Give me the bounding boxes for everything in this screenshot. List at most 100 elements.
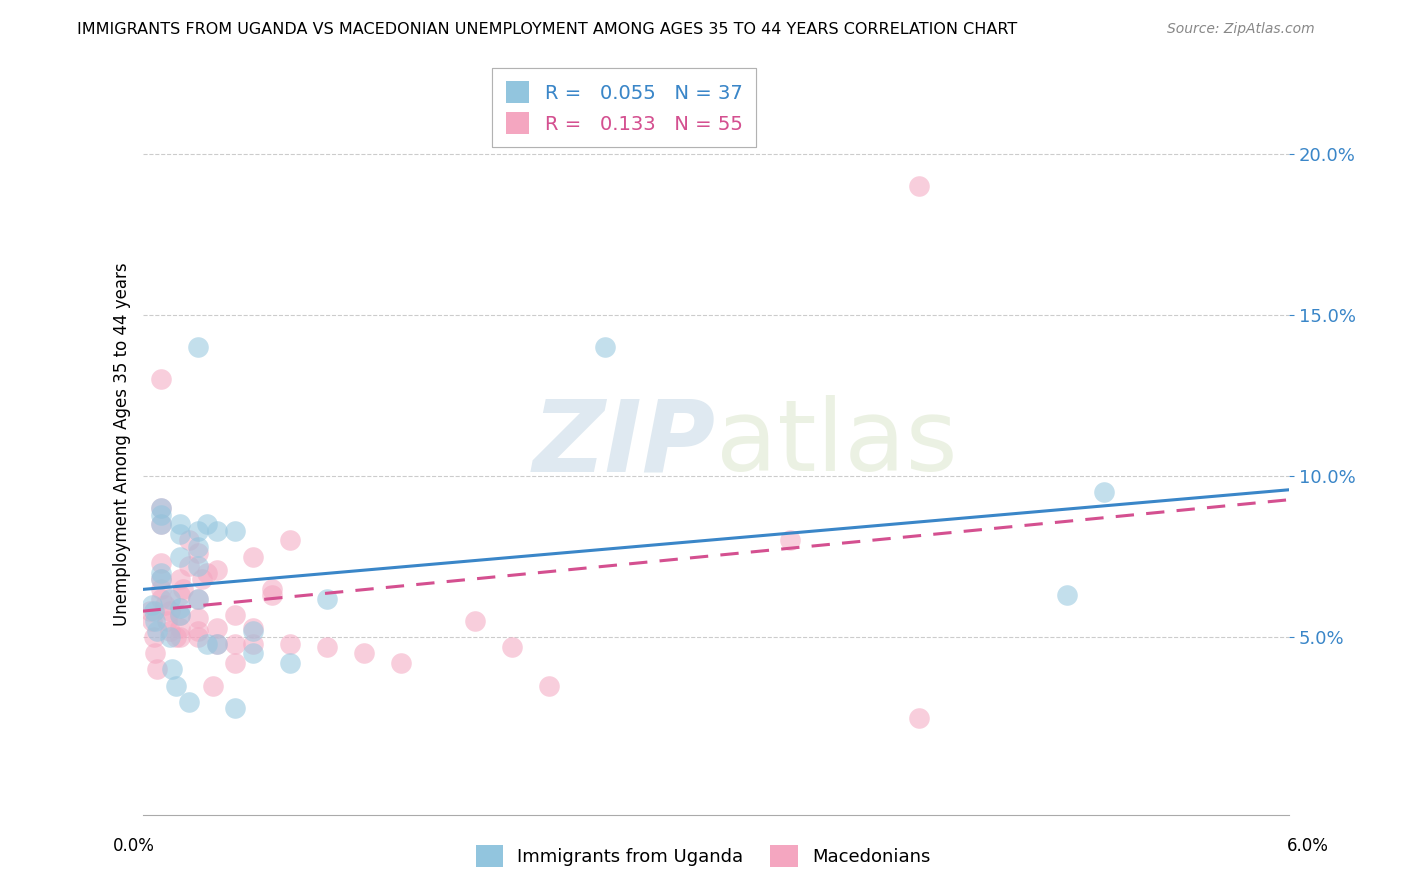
Point bbox=[142, 604, 165, 618]
Point bbox=[150, 556, 173, 570]
Point bbox=[150, 591, 173, 606]
Point bbox=[177, 559, 200, 574]
Point bbox=[187, 340, 209, 354]
Point bbox=[187, 591, 209, 606]
Point bbox=[187, 559, 209, 574]
Point bbox=[201, 679, 224, 693]
Point bbox=[159, 630, 181, 644]
Point bbox=[169, 607, 191, 622]
Point bbox=[908, 711, 931, 725]
Point bbox=[205, 562, 228, 576]
Point bbox=[260, 582, 283, 596]
Point bbox=[150, 372, 173, 386]
Point bbox=[160, 663, 183, 677]
Point bbox=[224, 656, 246, 670]
Point bbox=[139, 604, 162, 618]
Point bbox=[195, 637, 218, 651]
Text: 6.0%: 6.0% bbox=[1286, 837, 1329, 855]
Text: IMMIGRANTS FROM UGANDA VS MACEDONIAN UNEMPLOYMENT AMONG AGES 35 TO 44 YEARS CORR: IMMIGRANTS FROM UGANDA VS MACEDONIAN UNE… bbox=[77, 22, 1018, 37]
Point bbox=[150, 572, 173, 586]
Point bbox=[224, 701, 246, 715]
Point bbox=[187, 591, 209, 606]
Point bbox=[242, 621, 264, 635]
Point bbox=[159, 624, 181, 638]
Point bbox=[224, 524, 246, 538]
Point bbox=[169, 588, 191, 602]
Point bbox=[260, 588, 283, 602]
Point bbox=[391, 656, 413, 670]
Point bbox=[169, 601, 191, 615]
Point bbox=[150, 582, 173, 596]
Point bbox=[159, 604, 181, 618]
Point bbox=[224, 607, 246, 622]
Point bbox=[242, 646, 264, 660]
Point bbox=[316, 640, 339, 654]
Point bbox=[242, 624, 264, 638]
Legend: R =   0.055   N = 37, R =   0.133   N = 55: R = 0.055 N = 37, R = 0.133 N = 55 bbox=[492, 68, 756, 147]
Point bbox=[150, 501, 173, 516]
Point bbox=[280, 637, 302, 651]
Point bbox=[165, 679, 187, 693]
Point bbox=[205, 637, 228, 651]
Point bbox=[205, 637, 228, 651]
Point bbox=[142, 630, 165, 644]
Point bbox=[169, 517, 191, 532]
Point bbox=[538, 679, 561, 693]
Point bbox=[1056, 588, 1078, 602]
Point bbox=[169, 572, 191, 586]
Point bbox=[187, 611, 209, 625]
Point bbox=[187, 630, 209, 644]
Point bbox=[150, 501, 173, 516]
Point bbox=[150, 572, 173, 586]
Point bbox=[145, 614, 167, 628]
Point bbox=[169, 527, 191, 541]
Point bbox=[169, 621, 191, 635]
Text: Source: ZipAtlas.com: Source: ZipAtlas.com bbox=[1167, 22, 1315, 37]
Point bbox=[155, 614, 177, 628]
Point bbox=[280, 656, 302, 670]
Point bbox=[169, 607, 191, 622]
Text: 0.0%: 0.0% bbox=[112, 837, 155, 855]
Point bbox=[169, 549, 191, 564]
Y-axis label: Unemployment Among Ages 35 to 44 years: Unemployment Among Ages 35 to 44 years bbox=[114, 262, 131, 625]
Point bbox=[195, 566, 218, 580]
Point bbox=[145, 646, 167, 660]
Point bbox=[280, 533, 302, 548]
Point bbox=[141, 614, 163, 628]
Point bbox=[224, 637, 246, 651]
Point bbox=[190, 572, 212, 586]
Point bbox=[501, 640, 523, 654]
Point bbox=[177, 695, 200, 709]
Point bbox=[187, 624, 209, 638]
Legend: Immigrants from Uganda, Macedonians: Immigrants from Uganda, Macedonians bbox=[468, 838, 938, 874]
Point bbox=[159, 591, 181, 606]
Point bbox=[908, 178, 931, 193]
Point bbox=[187, 540, 209, 554]
Point bbox=[150, 508, 173, 522]
Text: atlas: atlas bbox=[716, 395, 957, 492]
Point bbox=[242, 637, 264, 651]
Point bbox=[353, 646, 375, 660]
Point bbox=[177, 533, 200, 548]
Point bbox=[141, 598, 163, 612]
Point bbox=[153, 598, 176, 612]
Point bbox=[187, 524, 209, 538]
Point bbox=[779, 533, 801, 548]
Point bbox=[195, 517, 218, 532]
Point bbox=[169, 630, 191, 644]
Point bbox=[150, 566, 173, 580]
Point bbox=[172, 582, 194, 596]
Point bbox=[1092, 485, 1115, 500]
Point bbox=[150, 517, 173, 532]
Point bbox=[593, 340, 616, 354]
Point bbox=[242, 549, 264, 564]
Point bbox=[146, 663, 169, 677]
Point bbox=[464, 614, 486, 628]
Point bbox=[165, 630, 187, 644]
Point bbox=[316, 591, 339, 606]
Point bbox=[205, 621, 228, 635]
Point bbox=[205, 524, 228, 538]
Text: ZIP: ZIP bbox=[533, 395, 716, 492]
Point bbox=[150, 517, 173, 532]
Point bbox=[146, 624, 169, 638]
